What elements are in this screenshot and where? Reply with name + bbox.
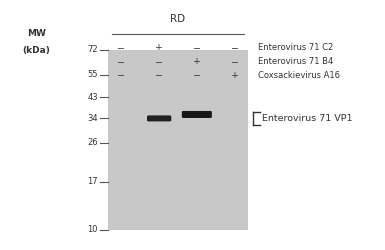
Text: Coxsackievirus A16: Coxsackievirus A16: [258, 70, 340, 80]
Text: Enterovirus 71 B4: Enterovirus 71 B4: [258, 57, 333, 66]
Text: (kDa): (kDa): [23, 46, 50, 55]
Text: +: +: [193, 57, 201, 66]
Text: 43: 43: [87, 92, 98, 102]
Text: 17: 17: [87, 177, 98, 186]
Bar: [108, 50, 248, 230]
Text: −: −: [193, 43, 201, 52]
Text: 72: 72: [87, 46, 98, 54]
Text: MW: MW: [27, 29, 46, 38]
Text: −: −: [117, 43, 126, 52]
FancyBboxPatch shape: [182, 111, 212, 118]
Text: −: −: [193, 70, 201, 80]
Text: 55: 55: [87, 70, 98, 79]
Text: +: +: [155, 43, 163, 52]
Text: 26: 26: [87, 138, 98, 147]
Text: 34: 34: [87, 114, 98, 123]
Text: −: −: [155, 70, 163, 80]
Text: −: −: [231, 57, 239, 66]
FancyBboxPatch shape: [147, 116, 171, 121]
Text: Enterovirus 71 VP1: Enterovirus 71 VP1: [262, 114, 353, 123]
Text: −: −: [231, 43, 239, 52]
Text: −: −: [117, 57, 126, 66]
Text: 10: 10: [87, 226, 98, 234]
Text: −: −: [155, 57, 163, 66]
Text: RD: RD: [171, 14, 186, 24]
Text: Enterovirus 71 C2: Enterovirus 71 C2: [258, 43, 333, 52]
Text: +: +: [231, 70, 239, 80]
Text: −: −: [117, 70, 126, 80]
